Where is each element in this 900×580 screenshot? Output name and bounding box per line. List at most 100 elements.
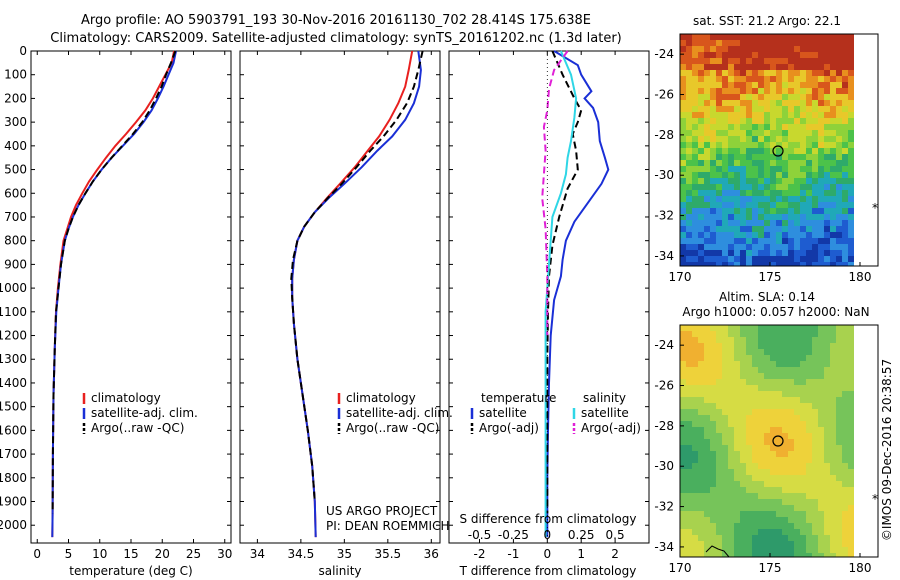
- sla-cell: [698, 517, 704, 523]
- sst-cell: [740, 34, 746, 40]
- sla-cell: [794, 493, 800, 499]
- sst-cell: [812, 184, 818, 190]
- sla-cell: [848, 517, 854, 523]
- sla-cell: [824, 379, 830, 385]
- sst-cell: [710, 94, 716, 100]
- sst-cell: [776, 154, 782, 160]
- sst-cell: [692, 154, 698, 160]
- sst-cell: [812, 82, 818, 88]
- map-y-tick-label: -30: [654, 168, 674, 182]
- sst-cell: [734, 58, 740, 64]
- sst-cell: [806, 118, 812, 124]
- sst-cell: [722, 214, 728, 220]
- sla-cell: [704, 517, 710, 523]
- sla-cell: [812, 409, 818, 415]
- sst-cell: [758, 70, 764, 76]
- sla-cell: [782, 391, 788, 397]
- sla-cell: [776, 487, 782, 493]
- sla-cell: [698, 409, 704, 415]
- sla-cell: [836, 475, 842, 481]
- sla-cell: [752, 403, 758, 409]
- sst-cell: [800, 148, 806, 154]
- sst-cell: [830, 142, 836, 148]
- sst-cell: [704, 202, 710, 208]
- sst-cell: [746, 220, 752, 226]
- sla-cell: [734, 331, 740, 337]
- sla-cell: [746, 433, 752, 439]
- sla-cell: [776, 355, 782, 361]
- sst-cell: [680, 118, 686, 124]
- sla-cell: [806, 445, 812, 451]
- sla-cell: [734, 367, 740, 373]
- sst-cell: [794, 112, 800, 118]
- sst-cell: [794, 76, 800, 82]
- sla-cell: [692, 397, 698, 403]
- sla-cell: [764, 433, 770, 439]
- sst-cell: [848, 202, 854, 208]
- sla-cell: [770, 475, 776, 481]
- sla-cell: [776, 517, 782, 523]
- sla-cell: [698, 451, 704, 457]
- sst-cell: [716, 262, 722, 266]
- sst-cell: [782, 100, 788, 106]
- sst-cell: [794, 196, 800, 202]
- sst-cell: [806, 196, 812, 202]
- sst-cell: [686, 52, 692, 58]
- sla-cell: [794, 391, 800, 397]
- sst-cell: [758, 124, 764, 130]
- sst-cell: [776, 70, 782, 76]
- sst-cell: [770, 82, 776, 88]
- sst-cell: [830, 208, 836, 214]
- sst-cell: [830, 130, 836, 136]
- sst-cell: [710, 184, 716, 190]
- sla-cell: [704, 523, 710, 529]
- sla-cell: [770, 463, 776, 469]
- sst-cell: [746, 190, 752, 196]
- sst-cell: [692, 190, 698, 196]
- sst-cell: [830, 112, 836, 118]
- sla-cell: [800, 487, 806, 493]
- salinity-plot-frame: [239, 50, 441, 544]
- sst-cell: [746, 58, 752, 64]
- sla-cell: [764, 541, 770, 547]
- sst-cell: [848, 220, 854, 226]
- sla-cell: [812, 505, 818, 511]
- sst-cell: [746, 52, 752, 58]
- sst-cell: [806, 220, 812, 226]
- sla-cell: [704, 379, 710, 385]
- sst-cell: [824, 178, 830, 184]
- sst-cell: [704, 196, 710, 202]
- sst-cell: [686, 208, 692, 214]
- sla-cell: [680, 487, 686, 493]
- sla-cell: [764, 493, 770, 499]
- sst-cell: [680, 52, 686, 58]
- sst-cell: [716, 118, 722, 124]
- sst-cell: [686, 226, 692, 232]
- sst-cell: [698, 100, 704, 106]
- sst-cell: [794, 130, 800, 136]
- sst-cell: [818, 124, 824, 130]
- sla-cell: [680, 541, 686, 547]
- sla-cell: [698, 523, 704, 529]
- sst-cell: [758, 52, 764, 58]
- sla-cell: [710, 553, 716, 557]
- sst-cell: [758, 148, 764, 154]
- sla-cell: [776, 475, 782, 481]
- sst-cell: [716, 34, 722, 40]
- sla-cell: [812, 517, 818, 523]
- sst-cell: [800, 208, 806, 214]
- sla-cell: [818, 421, 824, 427]
- sst-cell: [710, 232, 716, 238]
- sla-cell: [806, 349, 812, 355]
- sla-cell: [818, 517, 824, 523]
- sst-cell: [848, 238, 854, 244]
- sst-cell: [830, 118, 836, 124]
- sla-cell: [800, 511, 806, 517]
- sla-cell: [704, 457, 710, 463]
- sst-cell: [692, 130, 698, 136]
- sst-cell: [848, 76, 854, 82]
- sla-cell: [710, 505, 716, 511]
- sla-cell: [824, 421, 830, 427]
- sla-cell: [776, 337, 782, 343]
- sst-cell: [800, 52, 806, 58]
